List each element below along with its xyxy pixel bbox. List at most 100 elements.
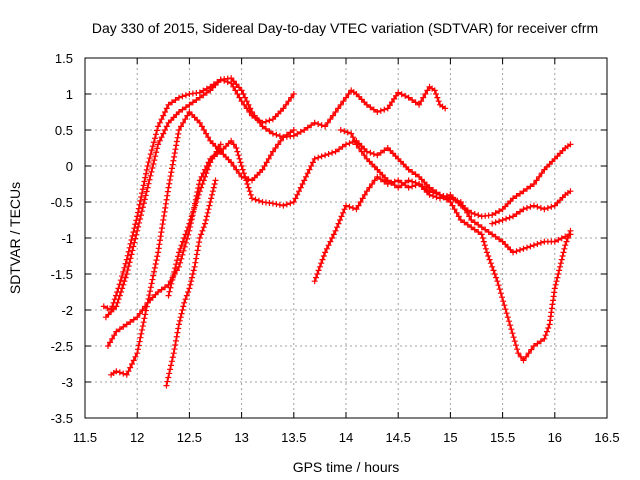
- data-point: [168, 358, 175, 365]
- data-point: [537, 338, 544, 345]
- data-point: [337, 101, 344, 108]
- data-point: [464, 207, 471, 214]
- data-point: [139, 190, 146, 197]
- data-point: [292, 195, 299, 202]
- data-point: [416, 181, 423, 187]
- data-point: [510, 249, 517, 256]
- data-point: [121, 264, 128, 271]
- data-point: [127, 240, 134, 247]
- data-point: [167, 284, 174, 291]
- x-tick-label: 16: [548, 430, 562, 445]
- data-point: [177, 259, 184, 266]
- data-point: [361, 191, 368, 198]
- data-point: [344, 129, 351, 136]
- data-point: [534, 340, 541, 347]
- data-point: [193, 97, 200, 103]
- plot-frame: [84, 57, 608, 419]
- y-tick-label: 0.5: [55, 123, 73, 138]
- data-point: [155, 123, 162, 130]
- data-point: [189, 209, 196, 216]
- data-point: [102, 314, 109, 321]
- data-point: [183, 292, 190, 299]
- data-point: [160, 112, 167, 119]
- data-point: [230, 163, 237, 169]
- data-point: [167, 173, 174, 180]
- data-point: [283, 131, 290, 138]
- data-point: [134, 350, 141, 357]
- data-point: [556, 267, 563, 274]
- data-point: [204, 209, 211, 216]
- series-sat-c: [104, 137, 574, 349]
- data-point: [478, 231, 485, 238]
- data-point: [235, 152, 242, 159]
- data-point: [527, 183, 534, 190]
- data-point: [419, 183, 426, 190]
- data-point: [379, 172, 386, 178]
- data-point: [348, 130, 355, 137]
- data-point: [299, 181, 306, 187]
- data-point: [175, 263, 182, 270]
- data-point: [207, 159, 214, 166]
- data-point: [543, 328, 550, 335]
- data-point: [136, 310, 143, 317]
- data-point: [520, 245, 527, 252]
- data-point: [141, 196, 148, 203]
- data-point: [523, 205, 530, 211]
- data-point: [507, 246, 514, 253]
- data-point: [191, 263, 198, 270]
- data-point: [370, 106, 377, 113]
- data-point: [123, 321, 130, 328]
- data-point: [297, 128, 304, 135]
- data-point: [135, 342, 142, 349]
- data-point: [148, 168, 155, 175]
- data-point: [181, 243, 188, 250]
- data-point: [308, 122, 315, 129]
- data-point: [376, 169, 383, 176]
- data-point: [374, 166, 381, 173]
- data-point: [318, 260, 325, 267]
- data-point: [162, 284, 169, 291]
- data-point: [452, 197, 459, 204]
- data-point: [259, 123, 266, 130]
- data-point: [536, 173, 543, 180]
- data-point: [131, 225, 138, 232]
- data-point: [504, 314, 511, 321]
- data-point: [199, 181, 206, 187]
- data-point: [418, 98, 425, 105]
- data-point: [341, 128, 348, 135]
- data-point: [160, 217, 167, 223]
- data-point: [159, 221, 166, 228]
- data-point: [140, 319, 147, 326]
- data-point: [423, 185, 430, 192]
- data-point: [163, 105, 170, 112]
- x-axis-label: GPS time / hours: [293, 459, 400, 475]
- data-point: [225, 140, 232, 147]
- data-point: [324, 119, 331, 126]
- data-point: [124, 252, 131, 259]
- data-point: [130, 316, 137, 323]
- data-point: [175, 94, 182, 101]
- data-point: [335, 105, 342, 112]
- data-point: [443, 196, 450, 203]
- x-tick-label: 14: [339, 430, 353, 445]
- data-point: [205, 163, 212, 169]
- data-point: [155, 141, 162, 148]
- data-point: [308, 163, 315, 169]
- data-point: [525, 350, 532, 357]
- data-point: [371, 163, 378, 170]
- data-point: [338, 213, 345, 220]
- data-point: [228, 159, 235, 166]
- data-point: [530, 202, 537, 209]
- data-point: [440, 194, 447, 201]
- data-point: [537, 239, 544, 246]
- data-point: [554, 153, 561, 160]
- data-point: [361, 99, 368, 106]
- data-point: [161, 208, 168, 215]
- data-point: [395, 89, 402, 96]
- data-point: [489, 263, 496, 270]
- data-point: [370, 151, 377, 157]
- data-point: [559, 194, 566, 201]
- data-point: [533, 177, 540, 184]
- data-point: [228, 137, 235, 144]
- series-trace: [110, 111, 295, 376]
